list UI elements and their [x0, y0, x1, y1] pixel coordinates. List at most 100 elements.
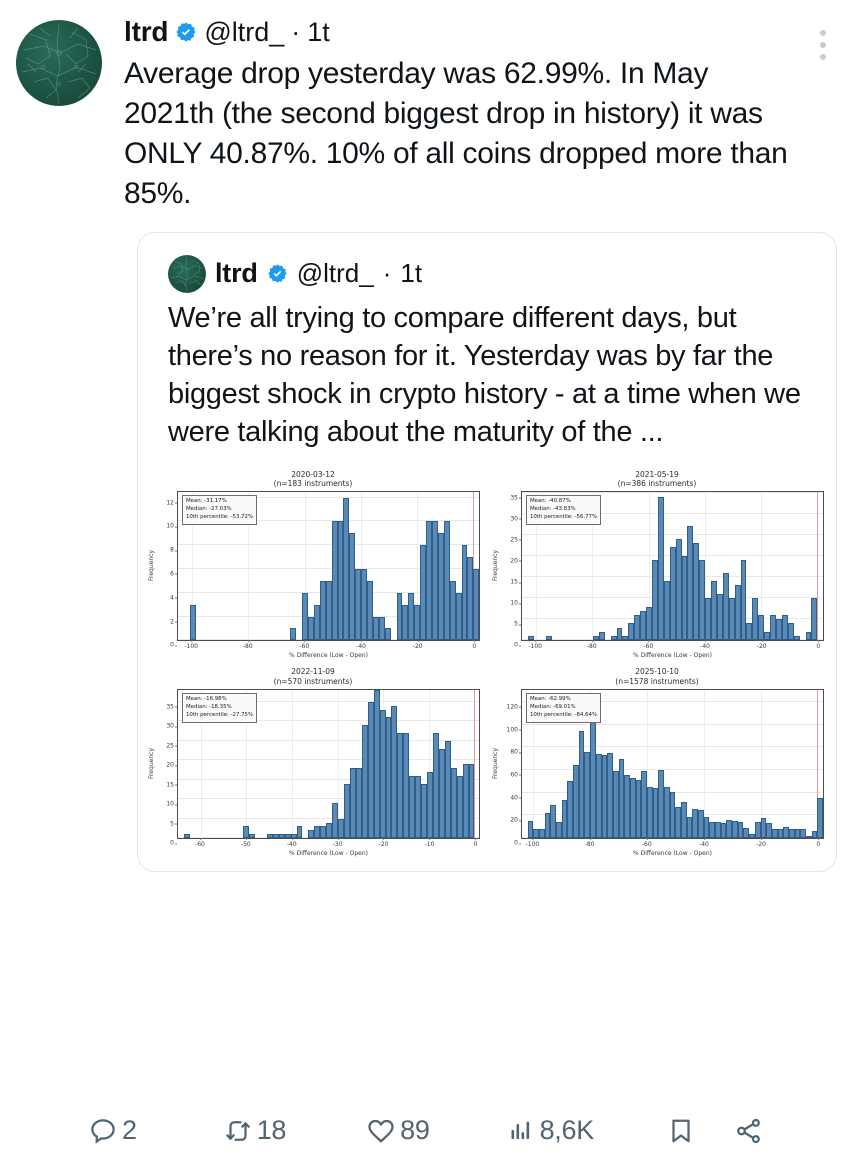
- histogram-bar: [462, 764, 469, 839]
- histogram-bar: [618, 758, 625, 839]
- avatar[interactable]: [16, 20, 102, 106]
- histogram-bar: [385, 717, 392, 839]
- histogram-bar: [711, 581, 717, 641]
- share-button[interactable]: [734, 1116, 768, 1146]
- x-tick: -80: [586, 640, 597, 651]
- gridline: [178, 739, 479, 741]
- histogram-bar: [640, 610, 647, 641]
- quoted-avatar[interactable]: [168, 254, 206, 293]
- handle[interactable]: @ltrd_: [204, 16, 285, 47]
- quoted-tweet-text: We’re all trying to compare different da…: [168, 301, 809, 449]
- gridline: [648, 492, 650, 641]
- zero-reference-line: [817, 690, 819, 839]
- stats-annotation: Mean: -62.99% Median: -69.01% 10th percent…: [526, 693, 602, 723]
- histogram-bar: [693, 543, 700, 641]
- histogram-chart: 2021-05-19 (n=386 instruments) Frequency 0 5…: [486, 466, 830, 664]
- y-axis-label: Frequency: [148, 550, 155, 582]
- histogram-bar: [722, 572, 729, 641]
- x-axis-ticks: -60 -50 -40 -30 -20 -10 0: [177, 838, 480, 850]
- histogram-bar: [272, 834, 279, 839]
- histogram-bar: [612, 771, 619, 839]
- main-tweet-header: ltrd @ltrd_ · 1t Average drop yesterday …: [16, 18, 833, 214]
- histogram-bar: [716, 593, 723, 641]
- x-tick: -30: [332, 838, 343, 849]
- chart-subtitle: (n=183 instruments): [273, 479, 353, 488]
- bar-series: [178, 492, 479, 641]
- gridline: [200, 690, 202, 839]
- y-tick: 5: [514, 620, 521, 628]
- retweet-count: 18: [256, 1115, 287, 1145]
- gridline: [178, 817, 479, 819]
- histogram-bar: [290, 628, 297, 641]
- x-tick: -40: [700, 640, 710, 651]
- share-nodes-icon: [737, 1118, 760, 1143]
- histogram-bar: [598, 631, 605, 641]
- reply-button[interactable]: 2: [88, 1115, 137, 1146]
- gridline: [192, 492, 194, 641]
- views-button[interactable]: 8,6K: [508, 1115, 594, 1146]
- histogram-bar: [361, 568, 368, 641]
- histogram-bar: [414, 604, 421, 641]
- histogram-bar: [539, 829, 545, 839]
- y-tick: 40: [510, 794, 521, 802]
- histogram-bar: [749, 833, 755, 839]
- y-tick: 100: [506, 726, 522, 733]
- histogram-grid[interactable]: 2020-03-12 (n=183 instruments) Frequency 0 2…: [138, 462, 836, 872]
- histogram-bar: [427, 771, 433, 839]
- like-button[interactable]: 89: [366, 1115, 430, 1146]
- histogram-bar: [783, 826, 789, 839]
- gridline: [522, 533, 823, 535]
- histogram-bar: [332, 803, 339, 839]
- histogram-bar: [450, 768, 457, 839]
- histogram-bar: [319, 580, 326, 641]
- y-tick: 30: [166, 722, 177, 730]
- y-tick: 10: [510, 599, 521, 607]
- histogram-bar: [658, 769, 664, 839]
- histogram-bar: [651, 560, 658, 641]
- plot-area: Mean: -40.87% Median: -43.83% 10th percent…: [521, 491, 824, 642]
- histogram-bar: [396, 592, 403, 641]
- avatar-pattern: [21, 23, 97, 105]
- y-tick: 20: [166, 761, 177, 769]
- histogram-bar: [349, 533, 356, 641]
- y-tick: 0: [514, 641, 521, 649]
- histogram-bar: [183, 834, 190, 839]
- histogram-bar: [367, 701, 374, 839]
- histogram-bar: [754, 822, 761, 839]
- stat-percentile: 10th percentile: -56.77%: [530, 514, 598, 521]
- chart-title: 2022-11-09: [291, 667, 335, 677]
- quoted-handle[interactable]: @ltrd_: [296, 258, 374, 289]
- histogram-bar: [705, 598, 712, 641]
- histogram-bar: [601, 755, 608, 839]
- kebab-menu-icon[interactable]: [819, 30, 827, 60]
- quoted-tweet-card[interactable]: ltrd @ltrd_ · 1t We’re all trying to com…: [137, 231, 837, 873]
- quoted-timestamp[interactable]: 1t: [400, 258, 423, 289]
- histogram-bar: [355, 768, 362, 839]
- stat-median: Median: -43.83%: [530, 506, 576, 513]
- gridline: [246, 690, 248, 839]
- chart-subtitle: (n=570 instruments): [273, 676, 353, 686]
- histogram-bar: [669, 791, 676, 839]
- y-tick: 0: [170, 641, 177, 649]
- histogram-bar: [343, 497, 350, 641]
- histogram-bar: [314, 826, 321, 839]
- retweet-button[interactable]: 18: [223, 1115, 286, 1146]
- x-tick: -50: [240, 838, 251, 849]
- histogram-bar: [527, 821, 534, 839]
- timestamp[interactable]: 1t: [307, 16, 330, 47]
- gridline: [248, 492, 250, 641]
- histogram-bar: [373, 690, 380, 839]
- y-tick: 2: [170, 618, 177, 626]
- histogram-bar: [746, 623, 753, 641]
- histogram-bar: [776, 619, 782, 641]
- gridline: [178, 720, 479, 722]
- histogram-bar: [811, 598, 818, 641]
- histogram-bar: [432, 521, 438, 641]
- quoted-display-name[interactable]: ltrd: [215, 258, 258, 289]
- histogram-bar: [284, 834, 291, 839]
- histogram-bar: [561, 799, 568, 839]
- bookmark-button[interactable]: [666, 1116, 700, 1146]
- display-name[interactable]: ltrd: [124, 16, 169, 47]
- histogram-bar: [444, 740, 451, 839]
- histogram-bar: [438, 748, 445, 839]
